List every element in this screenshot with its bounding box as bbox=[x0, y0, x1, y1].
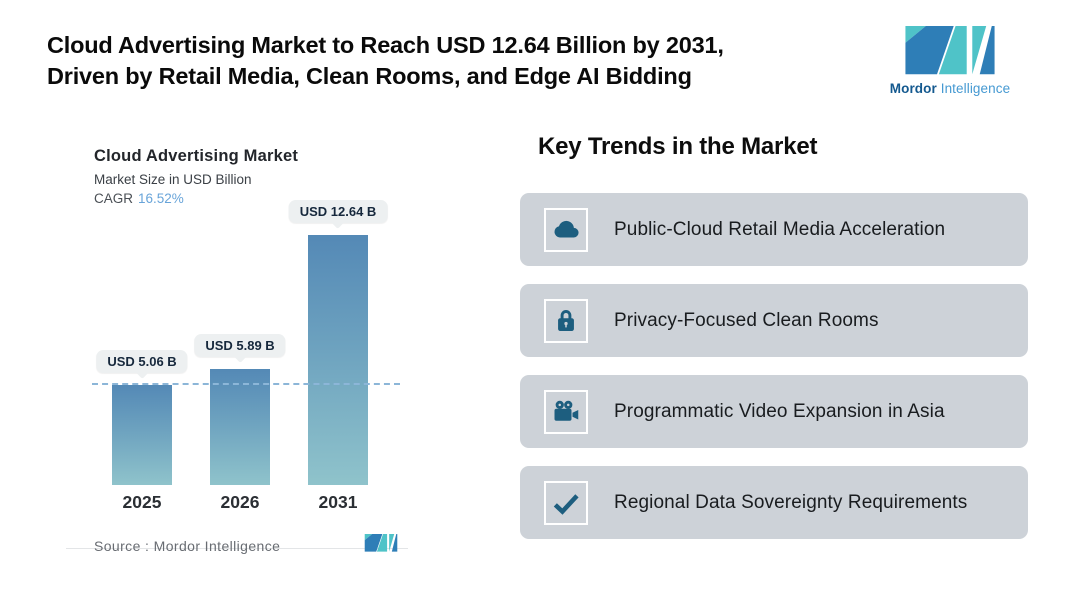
trend-card: Public-Cloud Retail Media Acceleration bbox=[520, 193, 1028, 266]
bar-column: USD 5.89 B bbox=[194, 235, 286, 485]
trend-label: Public-Cloud Retail Media Acceleration bbox=[614, 218, 946, 240]
source-line: Source : Mordor Intelligence bbox=[94, 538, 280, 554]
chart-subtitle: Market Size in USD Billion bbox=[94, 172, 252, 187]
bar-chart-plot: USD 5.06 B USD 5.89 B USD 12.64 B bbox=[92, 200, 400, 485]
bar bbox=[112, 385, 172, 485]
x-axis-tick-label: 2025 bbox=[122, 492, 162, 512]
trends-list: Public-Cloud Retail Media Acceleration Pr… bbox=[520, 193, 1028, 557]
bar bbox=[210, 369, 270, 485]
trend-card: Programmatic Video Expansion in Asia bbox=[520, 375, 1028, 448]
brand-wordmark: Mordor Intelligence bbox=[888, 81, 1012, 96]
trend-card: Privacy-Focused Clean Rooms bbox=[520, 284, 1028, 357]
x-axis-tick-label: 2026 bbox=[220, 492, 260, 512]
headline: Cloud Advertising Market to Reach USD 12… bbox=[47, 32, 724, 89]
bar-value-badge: USD 12.64 B bbox=[288, 200, 388, 223]
trend-label: Programmatic Video Expansion in Asia bbox=[614, 400, 945, 422]
source-label: Source : bbox=[94, 538, 150, 554]
x-axis-tick-label: 2031 bbox=[318, 492, 358, 512]
market-chart-card: Cloud Advertising Market Market Size in … bbox=[66, 125, 408, 554]
trend-label: Privacy-Focused Clean Rooms bbox=[614, 309, 879, 331]
trend-card: Regional Data Sovereignty Requirements bbox=[520, 466, 1028, 539]
source-value: Mordor Intelligence bbox=[153, 538, 281, 554]
cloud-icon bbox=[544, 207, 588, 252]
bar-column: USD 12.64 B bbox=[288, 200, 388, 485]
chart-footer: Source : Mordor Intelligence bbox=[94, 534, 398, 558]
reference-dashed-line bbox=[92, 383, 400, 385]
bar-value-badge: USD 5.06 B bbox=[96, 350, 188, 373]
chart-cagr: CAGR 16.52% bbox=[94, 191, 408, 206]
trend-label: Regional Data Sovereignty Requirements bbox=[614, 491, 968, 513]
brand-word-light: Intelligence bbox=[940, 81, 1011, 96]
bar-column: USD 5.06 B bbox=[96, 235, 188, 485]
mordor-intelligence-logo-icon bbox=[888, 26, 1012, 78]
chart-title: Cloud Advertising Market bbox=[94, 147, 299, 165]
trends-heading: Key Trends in the Market bbox=[538, 133, 818, 160]
lock-icon bbox=[544, 298, 588, 343]
cagr-value: 16.52% bbox=[138, 191, 184, 206]
x-axis-labels: 2025 2026 2031 bbox=[112, 492, 368, 513]
bar bbox=[308, 235, 368, 485]
brand-word-bold: Mordor bbox=[889, 81, 937, 96]
brand-logo: Mordor Intelligence bbox=[888, 26, 1012, 96]
video-camera-icon bbox=[544, 389, 588, 434]
bar-value-badge: USD 5.89 B bbox=[194, 334, 286, 357]
source-logo-icon bbox=[364, 534, 398, 558]
checkmark-icon bbox=[544, 480, 588, 525]
cagr-label: CAGR bbox=[94, 191, 134, 206]
